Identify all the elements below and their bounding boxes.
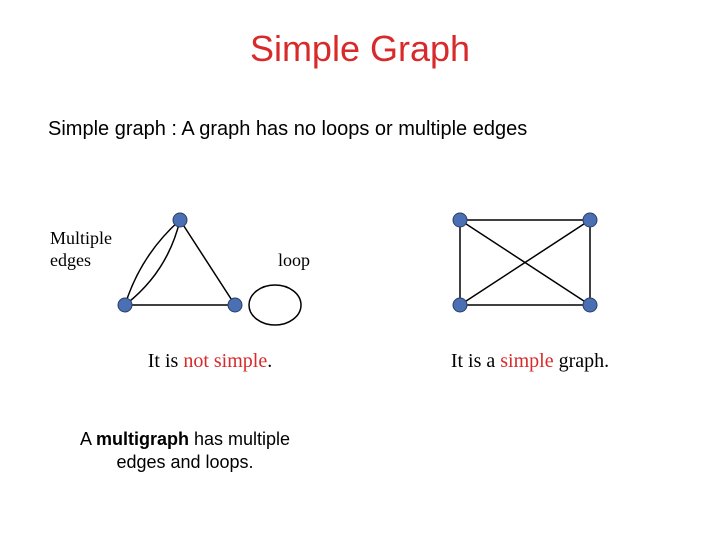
figures-row: Multiple edges loop It is not simple. It…: [0, 200, 720, 430]
footnote: A multigraph has multiple edges and loop…: [55, 428, 315, 475]
simple-graph-svg: [430, 200, 630, 340]
caption-right-3: graph.: [554, 350, 610, 372]
footnote-pre: A: [80, 429, 96, 449]
caption-left-1: It is: [148, 350, 184, 372]
footnote-line2: edges and loops.: [116, 452, 253, 472]
footnote-post: has multiple: [189, 429, 290, 449]
caption-right: It is a simple graph.: [420, 350, 640, 373]
multigraph-svg: [60, 200, 360, 340]
figure-multigraph: Multiple edges loop It is not simple.: [60, 200, 380, 340]
caption-left-2: not simple: [183, 350, 267, 372]
definition-sep: :: [166, 118, 182, 140]
figure-simple: It is a simple graph.: [430, 200, 680, 340]
footnote-bold: multigraph: [96, 429, 189, 449]
caption-left: It is not simple.: [100, 350, 320, 373]
definition-line: Simple graph : A graph has no loops or m…: [48, 118, 527, 141]
slide: Simple Graph Simple graph : A graph has …: [0, 0, 720, 540]
label-loop: loop: [278, 250, 310, 271]
definition-term: Simple graph: [48, 118, 166, 140]
page-title: Simple Graph: [0, 28, 720, 70]
definition-body: A graph has no loops or multiple edges: [181, 118, 527, 140]
caption-right-2: simple: [500, 350, 553, 372]
caption-left-3: .: [267, 350, 272, 372]
caption-right-1: It is a: [451, 350, 500, 372]
label-multiple-1: Multiple: [50, 228, 112, 249]
label-multiple-2: edges: [50, 250, 91, 271]
